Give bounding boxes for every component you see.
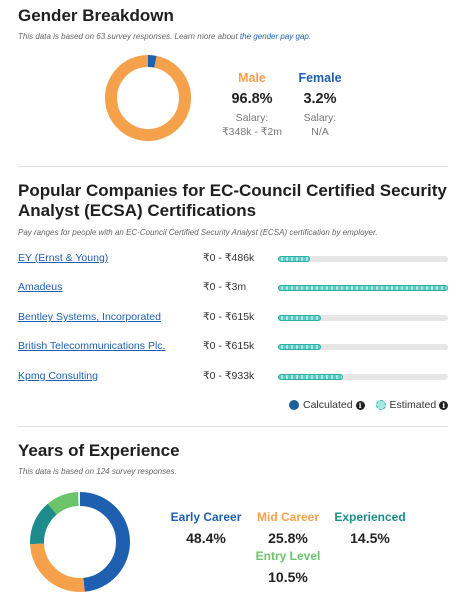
experience-donut-early-career (30, 492, 130, 592)
experienced-pct: 14.5% (350, 530, 390, 546)
early-career-label: Early Career (170, 510, 242, 524)
company-name-link[interactable]: British Telecommunications Plc. (18, 340, 166, 352)
section-divider (18, 166, 448, 167)
company-name-link[interactable]: Kpmg Consulting (18, 370, 98, 382)
gender-male-stat: Male 96.8% Salary: ₹348k - ₹2m (220, 71, 284, 139)
entry-level-label: Entry Level (255, 549, 321, 563)
gender-male-label: Male (238, 71, 266, 85)
experience-title: Years of Experience (18, 441, 180, 460)
early-career-stat: Early Career 48.4% (168, 510, 244, 546)
companies-note: Pay ranges for people with an EC-Council… (18, 228, 378, 237)
entry-level-pct: 10.5% (268, 569, 308, 585)
experience-donut-chart (30, 492, 130, 592)
gender-pay-gap-link[interactable]: the gender pay gap (239, 32, 309, 41)
pay-range-bar-fill (278, 374, 343, 380)
pay-range-bar-fill (278, 285, 448, 291)
pay-range-bar (278, 315, 448, 321)
gender-donut-female (105, 55, 191, 141)
experience-donut-mid-career (30, 492, 130, 592)
pay-legend: Calculated i Estimated i (289, 399, 456, 411)
gender-note: This data is based on 63 survey response… (18, 32, 312, 41)
company-pay-range: ₹0 - ₹615k (203, 311, 255, 323)
company-row: Amadeus ₹0 - ₹3m (18, 280, 448, 298)
gender-female-label: Female (298, 71, 342, 85)
estimated-info-icon[interactable]: i (439, 400, 449, 410)
company-row: British Telecommunications Plc. ₹0 - ₹615… (18, 339, 448, 357)
pay-range-bar (278, 374, 448, 380)
section-divider (18, 426, 448, 427)
pay-range-bar (278, 256, 448, 262)
gender-donut-chart (105, 55, 191, 141)
experience-note: This data is based on 124 survey respons… (18, 467, 177, 476)
gender-female-pct: 3.2% (303, 91, 337, 107)
pay-range-bar (278, 285, 448, 291)
company-name-link[interactable]: Bentley Systems, Incorporated (18, 311, 161, 323)
estimated-legend-label: Estimated (389, 399, 437, 412)
pay-range-bar-fill (278, 315, 321, 321)
pay-range-bar-fill (278, 256, 311, 262)
experienced-stat: Experienced 14.5% (333, 510, 407, 546)
gender-male-salary: ₹348k - ₹2m (221, 126, 283, 138)
calculated-legend-label: Calculated (303, 399, 353, 412)
company-name-link[interactable]: EY (Ernst & Young) (18, 252, 109, 264)
gender-donut-male (105, 55, 191, 141)
company-pay-range: ₹0 - ₹486k (203, 252, 255, 264)
entry-level-stat: Entry Level 10.5% (252, 549, 324, 585)
company-row: Kpmg Consulting ₹0 - ₹933k (18, 369, 448, 387)
mid-career-stat: Mid Career 25.8% (252, 510, 324, 546)
pay-range-bar (278, 344, 448, 350)
company-row: EY (Ernst & Young) ₹0 - ₹486k (18, 251, 448, 269)
experienced-label: Experienced (334, 510, 406, 524)
mid-career-pct: 25.8% (268, 530, 308, 546)
company-pay-range: ₹0 - ₹3m (203, 281, 247, 293)
gender-title: Gender Breakdown (18, 6, 174, 25)
company-row: Bentley Systems, Incorporated ₹0 - ₹615k (18, 310, 448, 328)
mid-career-label: Mid Career (256, 510, 320, 524)
estimated-legend-dot (375, 400, 386, 411)
company-pay-range: ₹0 - ₹615k (203, 340, 255, 352)
company-name-link[interactable]: Amadeus (18, 281, 63, 293)
early-career-pct: 48.4% (186, 530, 226, 546)
calculated-legend-dot (289, 400, 299, 411)
gender-male-pct: 96.8% (231, 91, 273, 107)
calculated-info-icon[interactable]: i (355, 400, 365, 410)
company-pay-range: ₹0 - ₹933k (203, 370, 255, 382)
companies-title: Popular Companies for EC-Council Certifi… (18, 181, 447, 220)
experience-donut-experienced (30, 492, 130, 592)
pay-range-bar-fill (278, 344, 321, 350)
gender-female-salary: N/A (311, 126, 329, 138)
gender-female-stat: Female 3.2% Salary: N/A (290, 71, 350, 139)
gender-male-salary-label: Salary: (235, 112, 269, 124)
gender-female-salary-label: Salary: (303, 112, 337, 124)
